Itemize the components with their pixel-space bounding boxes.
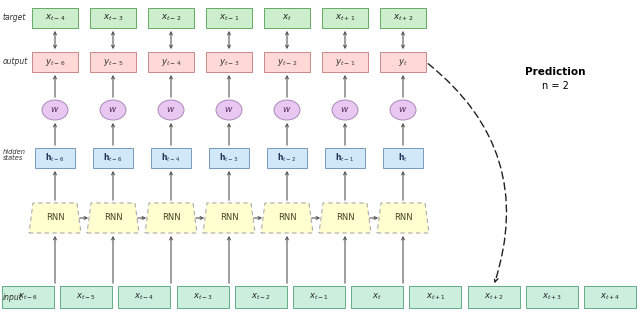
Polygon shape [261, 203, 313, 233]
Text: $x_{t-3}$: $x_{t-3}$ [193, 292, 212, 302]
Text: $x_{t+3}$: $x_{t+3}$ [542, 292, 562, 302]
Text: n = 2: n = 2 [542, 81, 568, 91]
Bar [410, 286, 461, 308]
Bar [267, 148, 307, 168]
Text: $x_{t-4}$: $x_{t-4}$ [45, 13, 65, 23]
Polygon shape [87, 203, 139, 233]
Bar [380, 52, 426, 72]
Text: $x_{t-1}$: $x_{t-1}$ [309, 292, 329, 302]
Text: RNN: RNN [394, 213, 412, 222]
Text: $x_{t+2}$: $x_{t+2}$ [393, 13, 413, 23]
Bar [206, 8, 252, 28]
Bar [32, 52, 78, 72]
Text: $x_{t-2}$: $x_{t-2}$ [161, 13, 181, 23]
Text: $y_{t-3}$: $y_{t-3}$ [219, 57, 239, 68]
Text: $x_{t-1}$: $x_{t-1}$ [219, 13, 239, 23]
Text: $x_{t-6}$: $x_{t-6}$ [18, 292, 38, 302]
Bar [32, 8, 78, 28]
Text: $y_t$: $y_t$ [398, 57, 408, 68]
Text: $x_t$: $x_t$ [373, 292, 382, 302]
Text: $x_{t+1}$: $x_{t+1}$ [335, 13, 355, 23]
Text: $x_{t-5}$: $x_{t-5}$ [77, 292, 96, 302]
Text: $w$: $w$ [282, 106, 292, 115]
Bar [2, 286, 54, 308]
Text: RNN: RNN [336, 213, 354, 222]
Text: $y_{t-4}$: $y_{t-4}$ [161, 57, 181, 68]
Bar [151, 148, 191, 168]
Ellipse shape [158, 100, 184, 120]
Text: $y_{t-5}$: $y_{t-5}$ [103, 57, 123, 68]
Bar [148, 52, 194, 72]
Text: output: output [3, 58, 28, 67]
Bar [148, 8, 194, 28]
Bar [380, 8, 426, 28]
Text: Prediction: Prediction [524, 67, 585, 77]
Bar [322, 8, 368, 28]
Bar [60, 286, 112, 308]
Polygon shape [319, 203, 371, 233]
Text: $\mathbf{h}_{t-1}$: $\mathbf{h}_{t-1}$ [336, 152, 355, 164]
Bar [119, 286, 170, 308]
Bar [293, 286, 345, 308]
Text: input: input [3, 292, 23, 301]
Text: $w$: $w$ [108, 106, 117, 115]
Ellipse shape [390, 100, 416, 120]
Bar [90, 52, 136, 72]
Ellipse shape [216, 100, 242, 120]
Bar [264, 8, 310, 28]
Text: $x_{t+2}$: $x_{t+2}$ [484, 292, 503, 302]
Text: RNN: RNN [104, 213, 122, 222]
Text: $\mathbf{h}_{t-3}$: $\mathbf{h}_{t-3}$ [219, 152, 239, 164]
Text: $w$: $w$ [398, 106, 408, 115]
Text: $y_{t-1}$: $y_{t-1}$ [335, 57, 355, 68]
Ellipse shape [274, 100, 300, 120]
Text: $x_{t-4}$: $x_{t-4}$ [135, 292, 154, 302]
Text: $\mathbf{h}_t$: $\mathbf{h}_t$ [398, 152, 408, 164]
Text: $w$: $w$ [50, 106, 60, 115]
Bar [235, 286, 287, 308]
Bar [383, 148, 423, 168]
Text: $x_{t-2}$: $x_{t-2}$ [251, 292, 271, 302]
Bar [90, 8, 136, 28]
Text: RNN: RNN [161, 213, 181, 222]
Polygon shape [29, 203, 81, 233]
Bar [35, 148, 75, 168]
Bar [468, 286, 519, 308]
Bar [264, 52, 310, 72]
Text: $x_t$: $x_t$ [282, 13, 292, 23]
Bar [584, 286, 636, 308]
Text: hidden
states: hidden states [3, 148, 26, 162]
Text: $\mathbf{h}_{t-4}$: $\mathbf{h}_{t-4}$ [161, 152, 181, 164]
Text: $x_{t-3}$: $x_{t-3}$ [103, 13, 123, 23]
Bar [526, 286, 578, 308]
Text: $w$: $w$ [340, 106, 350, 115]
Text: $w$: $w$ [225, 106, 234, 115]
Ellipse shape [100, 100, 126, 120]
Bar [322, 52, 368, 72]
Text: $x_{t+1}$: $x_{t+1}$ [426, 292, 445, 302]
Text: $w$: $w$ [167, 106, 175, 115]
Polygon shape [203, 203, 255, 233]
Polygon shape [145, 203, 197, 233]
Text: $x_{t+4}$: $x_{t+4}$ [600, 292, 620, 302]
Bar [351, 286, 403, 308]
Text: $\mathbf{h}_{t-6}$: $\mathbf{h}_{t-6}$ [45, 152, 64, 164]
Ellipse shape [42, 100, 68, 120]
Polygon shape [377, 203, 429, 233]
Text: $\mathbf{h}_{t-6}$: $\mathbf{h}_{t-6}$ [103, 152, 122, 164]
Bar [325, 148, 365, 168]
Bar [93, 148, 133, 168]
Text: $y_{t-6}$: $y_{t-6}$ [45, 57, 65, 68]
Bar [209, 148, 249, 168]
Text: target: target [3, 13, 26, 22]
FancyArrowPatch shape [428, 64, 507, 282]
Text: RNN: RNN [46, 213, 64, 222]
Text: RNN: RNN [219, 213, 239, 222]
Text: $\mathbf{h}_{t-2}$: $\mathbf{h}_{t-2}$ [278, 152, 297, 164]
Bar [177, 286, 228, 308]
Text: $y_{t-2}$: $y_{t-2}$ [277, 57, 297, 68]
Ellipse shape [332, 100, 358, 120]
Text: RNN: RNN [278, 213, 296, 222]
Bar [206, 52, 252, 72]
